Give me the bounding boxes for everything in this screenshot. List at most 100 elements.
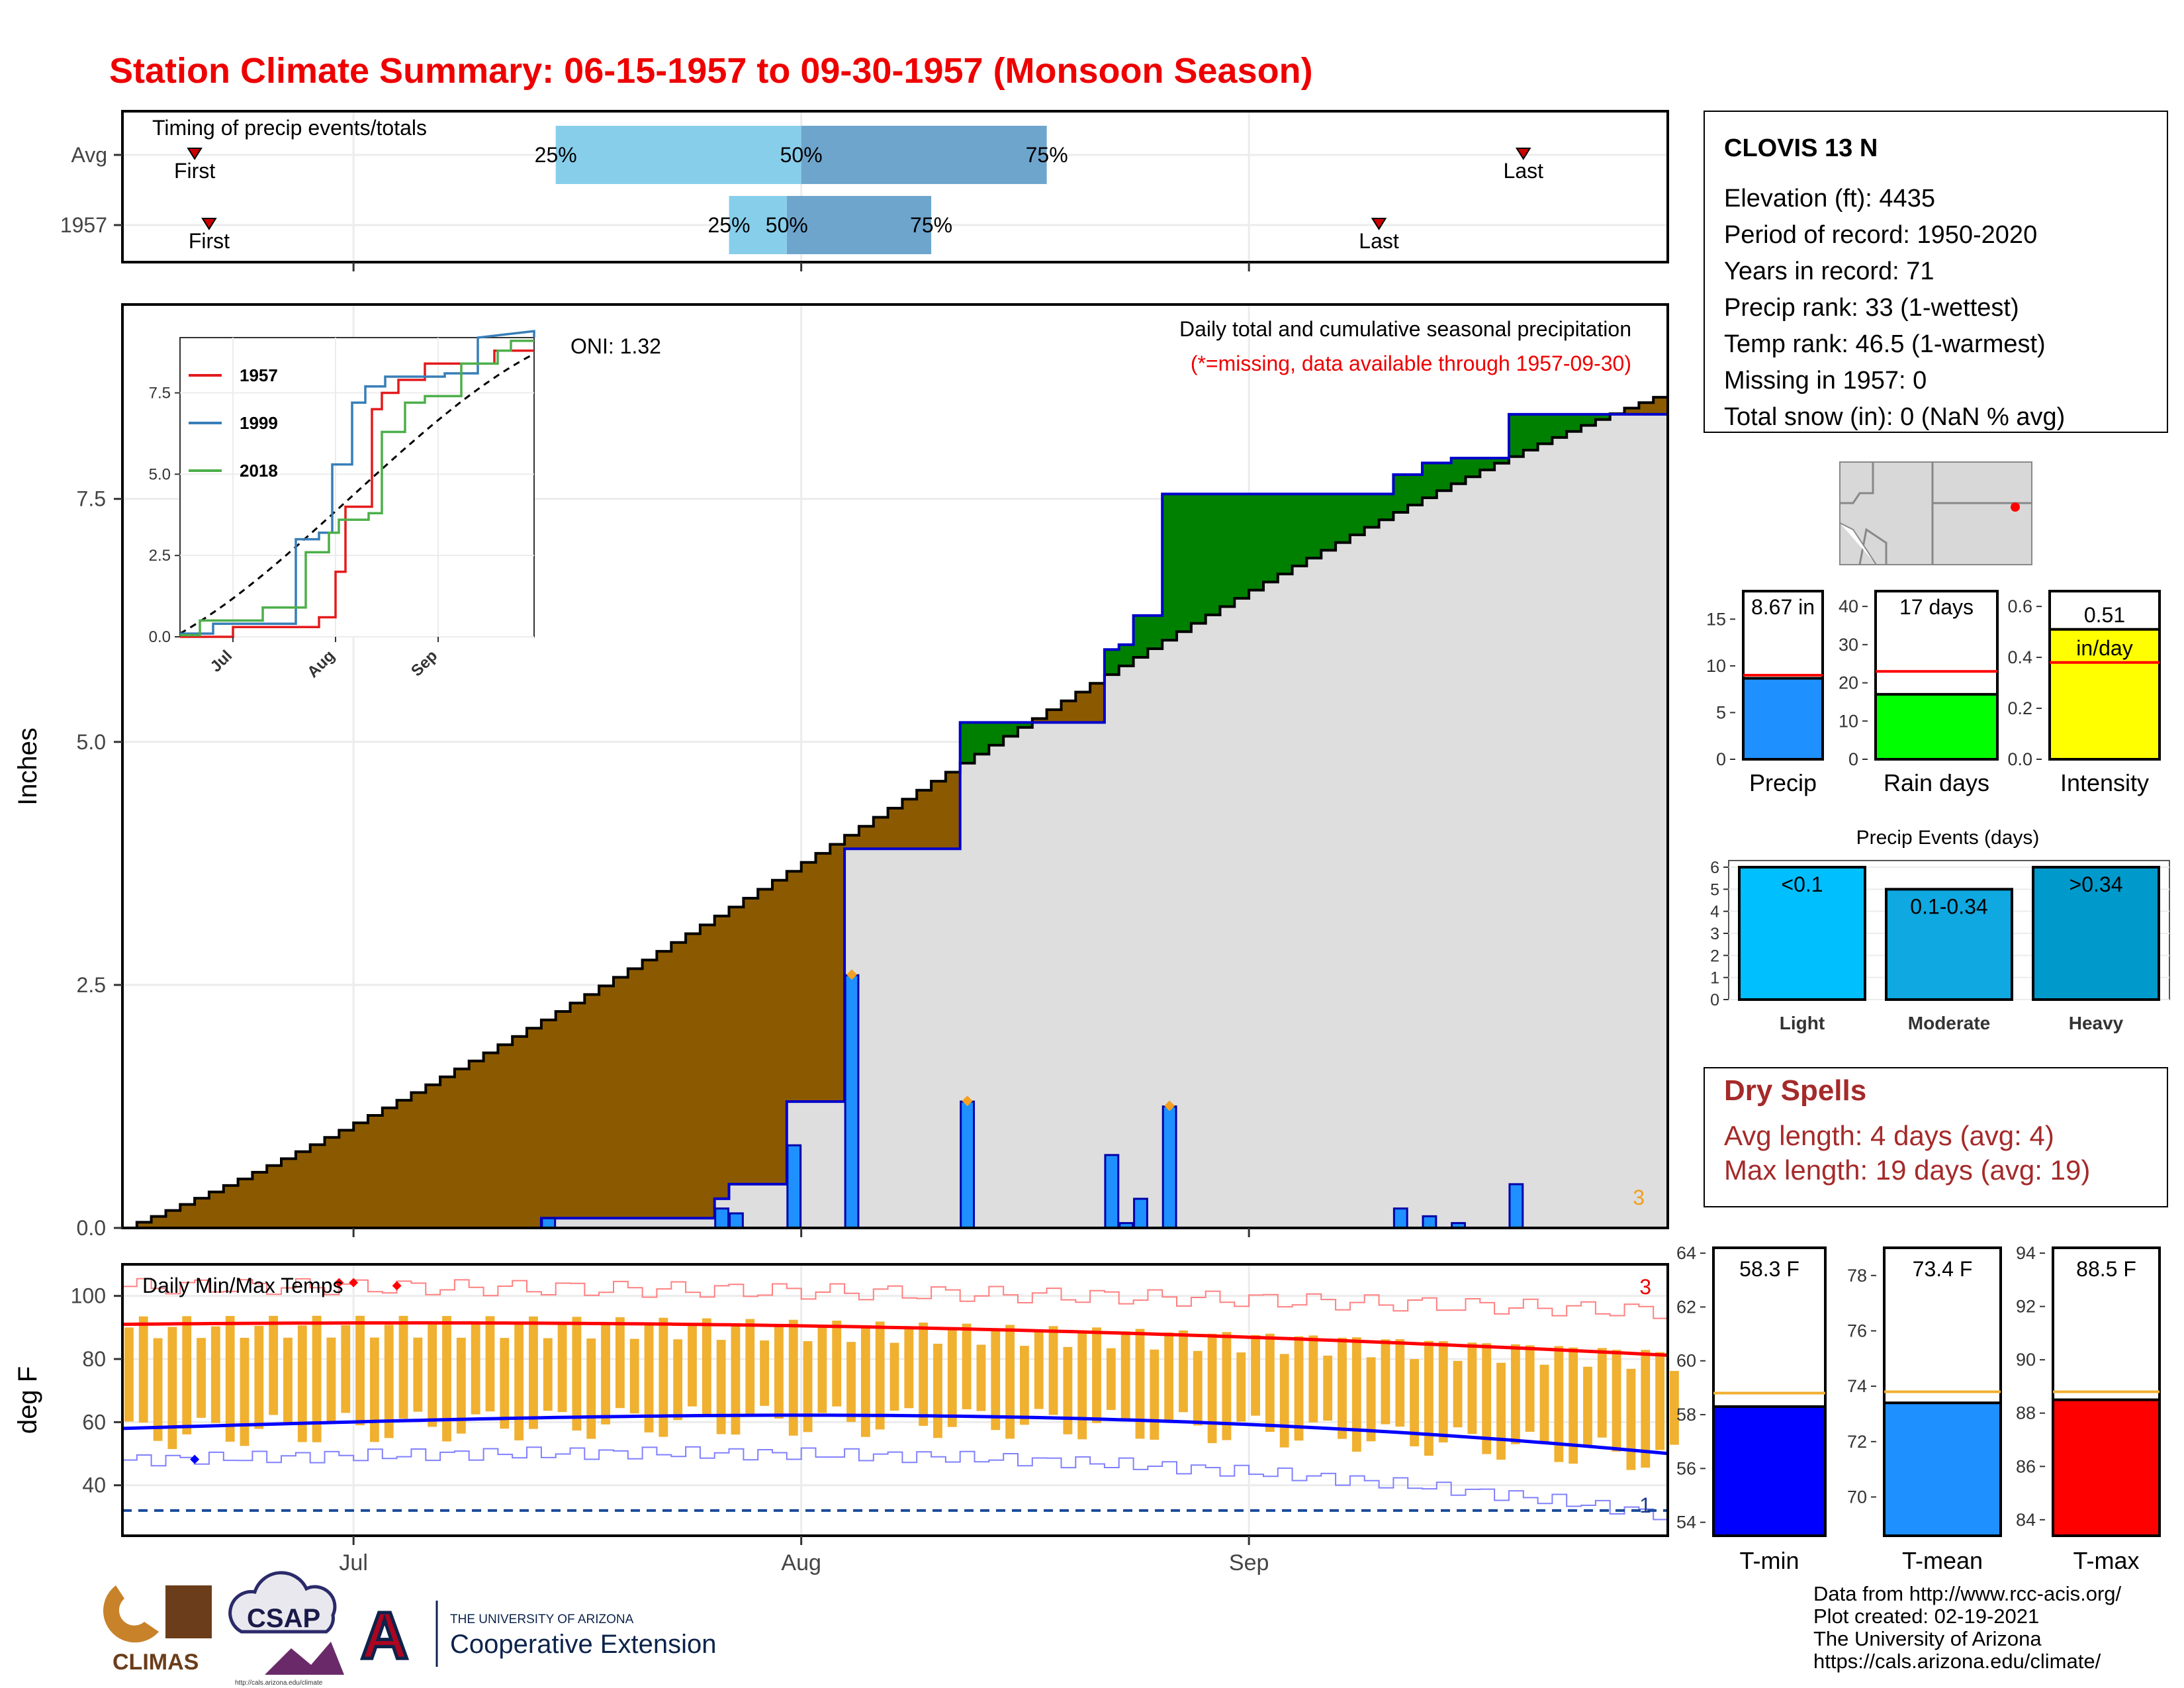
record-min-line — [122, 1446, 1668, 1521]
precip-base-area — [122, 414, 1668, 1228]
temp-range-bar — [1005, 1325, 1015, 1439]
temp-range-bar — [745, 1319, 755, 1417]
temp-bar-ytick-label: 64 — [1676, 1243, 1696, 1263]
temp-ylabel: deg F — [13, 1366, 42, 1434]
inset-legend: 1957 1999 2018 — [189, 365, 278, 481]
temp-range-bar — [659, 1317, 668, 1437]
temp-bar-ytick-label: 60 — [1676, 1351, 1696, 1371]
footer-logos: CLIMAS CSAP http://cals.arizona.edu/clim… — [103, 1571, 716, 1687]
temp-bar-ytick-label: 54 — [1676, 1513, 1696, 1532]
events-bar — [1885, 888, 2013, 1002]
timing-last-label: Last — [1504, 159, 1544, 183]
temp-range-bar — [269, 1315, 279, 1415]
temp-range-bar — [312, 1315, 322, 1442]
temp-range-bar — [846, 1342, 856, 1423]
temp-range-bar — [629, 1338, 639, 1414]
climas-logo-emblem — [103, 1585, 159, 1643]
station-line-0: Elevation (ft): 4435 — [1724, 185, 1935, 212]
temp-range-bar — [398, 1315, 408, 1419]
station-info-frame — [1704, 111, 2168, 433]
temp-range-bar — [210, 1326, 220, 1423]
temp-range-bar — [817, 1325, 827, 1413]
temp-range-bar — [1597, 1348, 1607, 1438]
precip-ytick-label: 0.0 — [77, 1216, 106, 1240]
summary-value-label: 0.51 — [2084, 603, 2125, 627]
precip-axes: 0.0 2.5 5.0 7.5 — [77, 487, 1250, 1240]
temp-bar-ytick-label: 90 — [2016, 1350, 2036, 1370]
temp-range-bar — [369, 1337, 379, 1442]
daily-precip-flag — [1164, 1100, 1175, 1111]
summary-ytick-label: 20 — [1839, 673, 1858, 693]
temp-range-bar — [1438, 1341, 1448, 1443]
temp-range-bar — [153, 1338, 163, 1441]
footer-credits: Data from http://www.rcc-acis.org/ Plot … — [1813, 1582, 2122, 1673]
timing-p25-label: 25% — [535, 143, 577, 167]
summary-ytick-label: 0 — [1716, 749, 1726, 769]
precip-events-bars: 0 1 2 3 4 5 6 <0.1 Light 0.1-0.34 Moderate >0.34 Hea… — [1710, 859, 2170, 1033]
daily-precip-bar — [714, 1207, 730, 1229]
daily-precip-bar — [541, 1217, 557, 1229]
daily-precip-bar — [1422, 1215, 1437, 1229]
temp-range-bar — [254, 1325, 264, 1429]
station-line-2: Years in record: 71 — [1724, 258, 1934, 285]
temp-range-bar — [1381, 1339, 1390, 1425]
precip-areas — [122, 392, 1669, 1229]
temp-range-bar — [341, 1325, 351, 1413]
temp-bar-value-label: 73.4 F — [1913, 1257, 1973, 1281]
temp-range-bar — [1179, 1330, 1188, 1413]
inset-gridlines — [180, 338, 534, 637]
dry-spells-box: Dry Spells Avg length: 4 days (avg: 4) M… — [1704, 1067, 2168, 1207]
timing-bar-upper — [786, 196, 932, 254]
summary-bar-label: Rain days — [1884, 769, 1989, 796]
inset-legend-label: 1957 — [240, 365, 278, 385]
summary-value-label: 8.67 in — [1751, 595, 1815, 619]
station-line-5: Missing in 1957: 0 — [1724, 367, 1927, 395]
temp-range-bar — [860, 1326, 870, 1437]
temp-range-bar — [1569, 1347, 1578, 1464]
temp-range-bar — [1019, 1346, 1029, 1425]
inset-series-lines — [179, 330, 535, 638]
temp-range-bar — [297, 1325, 307, 1442]
timing-panel: Timing of precip events/totals Avg 25% 50%… — [60, 110, 1669, 271]
summary-value-unit: in/day — [2076, 636, 2132, 660]
summary-ytick-label: 5 — [1716, 702, 1726, 722]
temp-range-bar — [1092, 1327, 1101, 1423]
timing-first-marker — [201, 218, 217, 230]
temp-range-bar — [529, 1316, 538, 1429]
temp-range-bar — [167, 1327, 177, 1449]
timing-last-label: Last — [1359, 229, 1399, 253]
station-name: CLOVIS 13 N — [1724, 134, 1878, 162]
temp-panel: 40 60 80 100 Jul Aug Sep Daily Min/Max Temps d… — [13, 1263, 1679, 1575]
temp-range-bar — [1583, 1366, 1592, 1447]
temp-range-bar — [688, 1325, 697, 1407]
temp-range-bar — [889, 1342, 899, 1411]
temp-range-bar — [1077, 1330, 1087, 1440]
temp-range-bar — [731, 1325, 741, 1435]
temp-range-bar — [572, 1317, 582, 1431]
timing-row-label: 1957 — [60, 213, 107, 237]
climas-logo: CLIMAS — [103, 1585, 212, 1675]
csap-logo-cloud — [228, 1571, 337, 1634]
temp-range-bar — [1351, 1337, 1361, 1452]
record-high-marker — [392, 1281, 402, 1291]
daily-precip-bar — [729, 1212, 744, 1229]
events-bar — [1738, 866, 1866, 1001]
events-category-label: Moderate — [1908, 1013, 1990, 1033]
inset-ytick-label: 0.0 — [149, 628, 171, 646]
temp-range-bar — [1164, 1333, 1174, 1423]
page-title: Station Climate Summary: 06-15-1957 to 0… — [109, 51, 1313, 91]
temp-range-bar — [832, 1321, 842, 1407]
summary-ytick-label: 0 — [1848, 749, 1858, 769]
climas-logo-text: CLIMAS — [113, 1650, 199, 1675]
temp-range-bar — [788, 1319, 798, 1436]
temp-panel-title: Daily Min/Max Temps — [142, 1274, 343, 1297]
temp-range-bar — [283, 1337, 293, 1425]
temp-bar-value-label: 58.3 F — [1739, 1257, 1799, 1281]
inset-series-1999 — [180, 330, 535, 635]
temp-bar-label: T-min — [1740, 1547, 1799, 1574]
record-max-line — [122, 1278, 1668, 1319]
daily-precip-bar — [844, 974, 860, 1229]
temp-range-bar — [976, 1344, 986, 1411]
daily-precip-flag — [962, 1096, 973, 1107]
